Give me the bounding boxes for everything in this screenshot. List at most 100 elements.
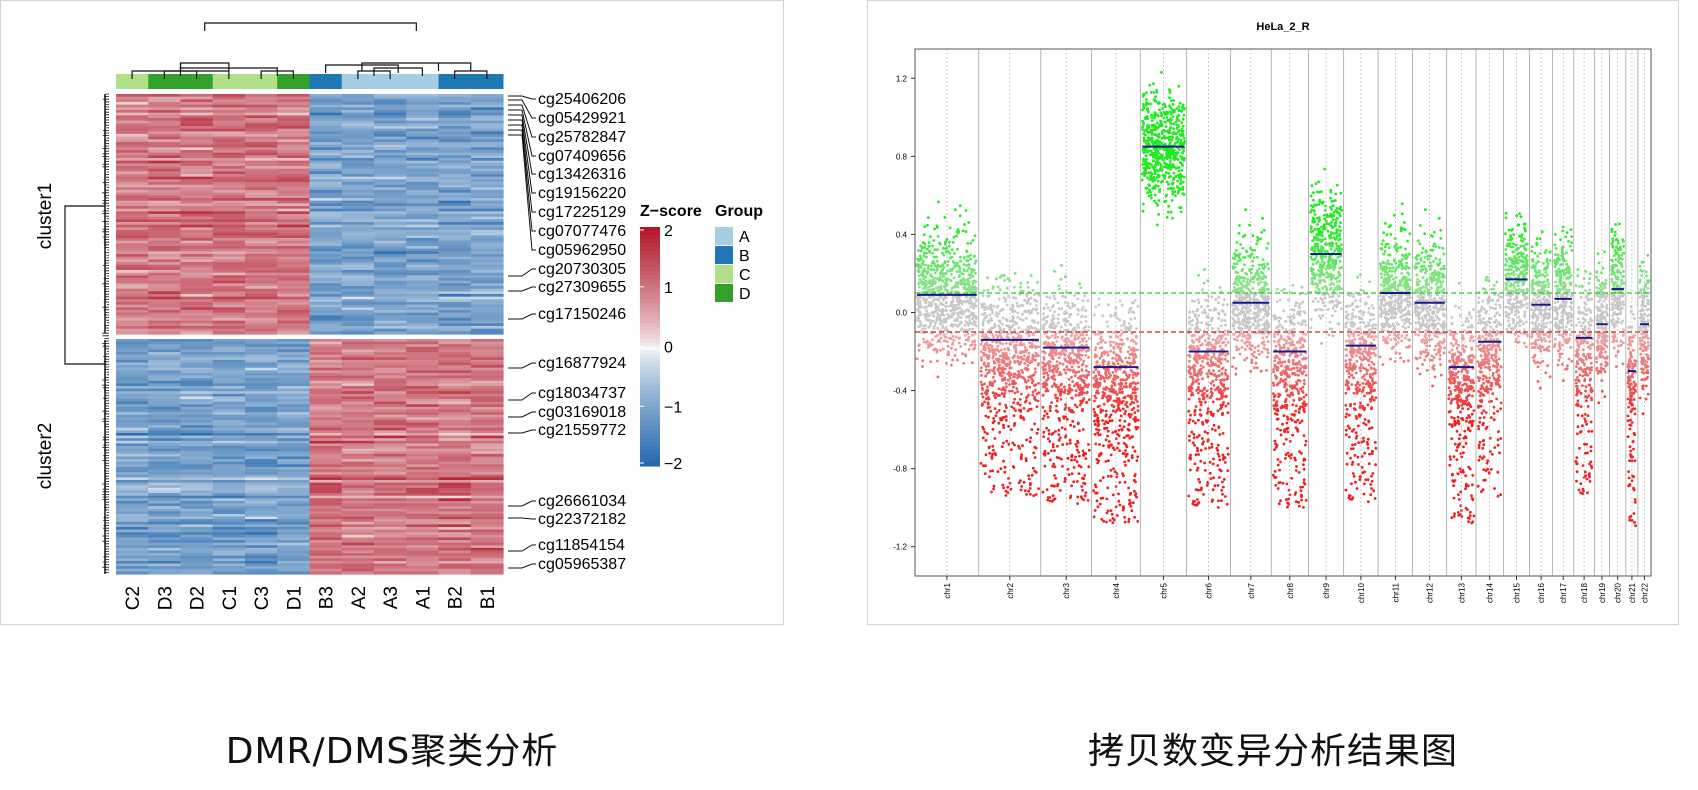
cnv-point [1110, 384, 1114, 388]
cnv-point [1031, 390, 1035, 394]
cnv-point [1045, 362, 1049, 365]
heatmap-cell [438, 542, 472, 546]
heatmap-cell [406, 296, 440, 300]
heatmap-cell [277, 519, 311, 523]
cnv-point [937, 308, 941, 312]
heatmap-cell [116, 326, 149, 330]
heatmap-cell [406, 182, 440, 186]
heatmap-cell [470, 417, 504, 421]
heatmap-cell [470, 216, 504, 220]
heatmap-cell [116, 238, 149, 242]
heatmap-cell [180, 230, 214, 234]
heatmap-cell [180, 550, 214, 554]
colorbar-tick-label: −1 [664, 399, 682, 416]
heatmap-cell [116, 357, 149, 361]
heatmap-cell [245, 422, 278, 426]
heatmap-cell [116, 344, 149, 348]
heatmap-cell [212, 409, 246, 413]
cnv-point [1065, 311, 1068, 315]
heatmap-cell [245, 251, 278, 255]
cnv-point [1124, 403, 1127, 406]
heatmap-cell [438, 375, 472, 379]
heatmap-cell [470, 272, 504, 276]
heatmap-cell [148, 184, 182, 188]
heatmap-cell [406, 264, 440, 268]
heatmap-cell [438, 383, 472, 387]
heatmap-cell [406, 419, 440, 424]
heatmap-cell [116, 341, 149, 345]
heatmap-cell [438, 280, 472, 284]
cnv-point [981, 395, 985, 399]
heatmap-cell [309, 563, 343, 567]
heatmap-cell [406, 459, 440, 463]
heatmap-cell [116, 251, 149, 255]
cnv-point [1087, 325, 1091, 329]
cnv-point [1053, 449, 1056, 452]
cnv-point [1020, 453, 1023, 457]
heatmap-cell [406, 142, 440, 146]
heatmap-cell [212, 259, 246, 263]
heatmap-cell [309, 521, 343, 525]
cnv-point [1108, 415, 1112, 419]
cnv-point [917, 301, 921, 305]
heatmap-cell [212, 511, 246, 515]
heatmap-cell [438, 142, 472, 146]
cnv-point [984, 453, 988, 457]
heatmap-cell [148, 227, 182, 231]
heatmap-cell [180, 388, 214, 392]
heatmap-cell [374, 235, 407, 239]
heatmap-cell [470, 291, 504, 295]
heatmap-cell [245, 166, 278, 170]
cnv-point [925, 255, 928, 259]
heatmap-cell [341, 128, 375, 132]
cnv-point [1052, 294, 1056, 298]
heatmap-cell [212, 474, 246, 478]
cnv-point [1087, 329, 1090, 332]
heatmap-cell [406, 240, 440, 244]
heatmap-cell [277, 477, 311, 481]
heatmap-cell [309, 155, 343, 159]
heatmap-cell [148, 107, 182, 111]
heatmap-cell [148, 495, 182, 499]
cnv-point [928, 322, 932, 325]
cnv-point [1013, 375, 1016, 378]
cnv-point [949, 300, 953, 304]
heatmap-cell [374, 527, 407, 531]
heatmap-cell [148, 349, 182, 353]
cnv-point [1031, 393, 1034, 397]
probe-leader-line [508, 392, 536, 401]
cnv-point [980, 374, 983, 377]
heatmap-cell [341, 372, 375, 377]
heatmap-cell [470, 203, 504, 207]
cnv-point [999, 335, 1003, 338]
cnv-point [936, 235, 940, 238]
cnv-point [1100, 354, 1104, 357]
heatmap-cell [245, 278, 278, 282]
heatmap-cell [438, 331, 472, 335]
heatmap-cell [341, 521, 375, 525]
heatmap-cell [212, 235, 246, 239]
heatmap-cell [341, 227, 375, 231]
cnv-point [1027, 477, 1031, 481]
heatmap-cell [374, 422, 407, 426]
heatmap-cell [277, 524, 311, 528]
heatmap-cell [470, 328, 504, 332]
heatmap-cell [212, 401, 246, 405]
column-label: B2 [446, 586, 467, 609]
heatmap-cell [374, 540, 407, 544]
heatmap-cell [245, 419, 278, 424]
cnv-point [916, 298, 920, 302]
heatmap-cell [374, 280, 407, 284]
heatmap-cell [212, 414, 246, 418]
heatmap-cell [341, 378, 375, 382]
cnv-point [942, 298, 945, 302]
cnv-point [1006, 286, 1009, 290]
heatmap-cell [309, 451, 343, 455]
cnv-point [958, 298, 962, 302]
heatmap-cell [277, 160, 311, 164]
heatmap-cell [341, 176, 375, 180]
cnv-point [1076, 385, 1080, 388]
cnv-point [1096, 416, 1100, 420]
heatmap-cell [212, 346, 246, 351]
heatmap-cell [374, 380, 407, 384]
